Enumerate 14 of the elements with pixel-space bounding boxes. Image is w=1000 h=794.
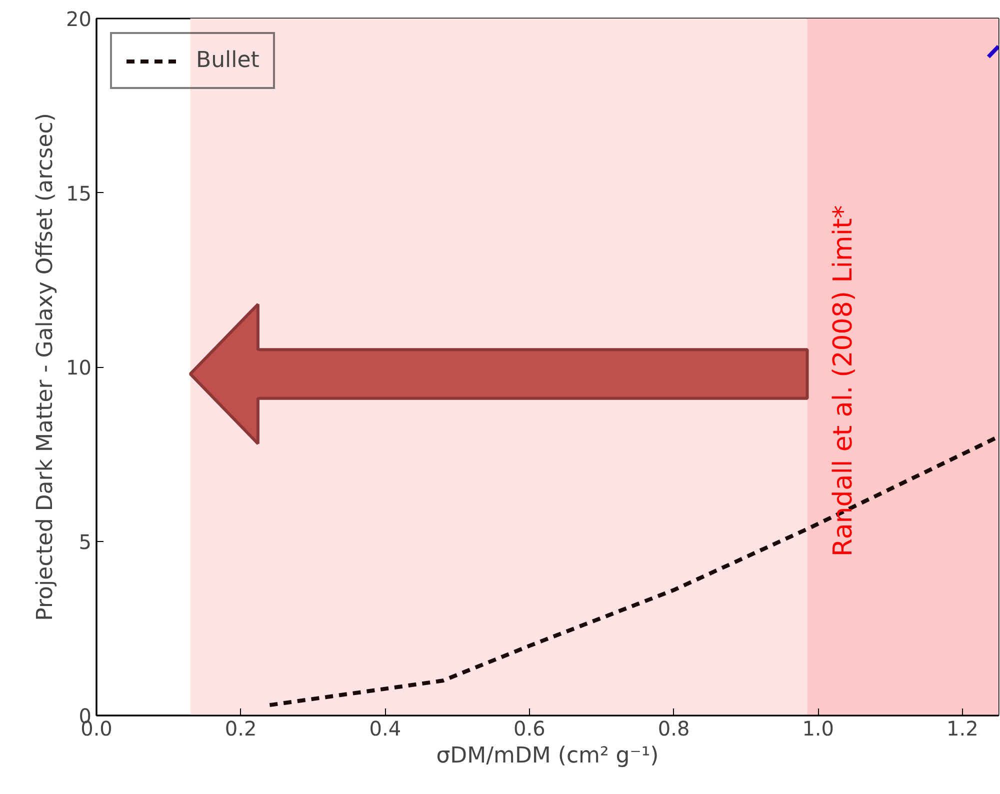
band-label: Randall et al. (2008) Limit* [828, 205, 858, 557]
y-tick-label: 20 [66, 7, 92, 31]
y-tick-label: 10 [66, 356, 92, 380]
legend-label: Bullet [196, 48, 260, 73]
x-tick-label: 0.4 [369, 716, 402, 740]
x-tick-label: 1.0 [802, 716, 834, 740]
x-tick-label: 0.2 [224, 716, 257, 740]
y-tick-label: 5 [78, 530, 92, 554]
y-axis-title: Projected Dark Matter - Galaxy Offset (arcsec) [33, 113, 58, 621]
x-axis-title: σDM/mDM (cm² g⁻¹) [436, 744, 659, 768]
x-tick-label: 1.2 [946, 716, 978, 740]
x-tick-label: 0.6 [514, 716, 546, 740]
x-tick-label: 0.8 [658, 716, 690, 740]
y-tick-label: 15 [66, 181, 92, 206]
